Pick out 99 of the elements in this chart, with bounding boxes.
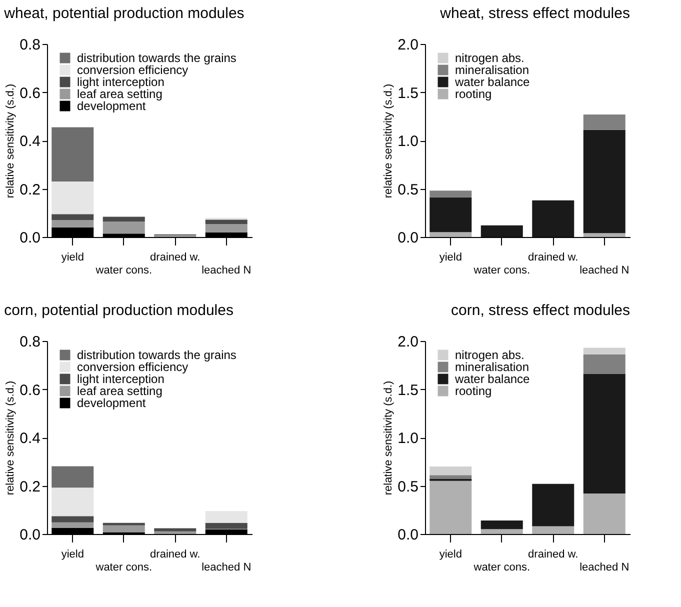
x-tick-label: drained w. bbox=[150, 252, 200, 264]
y-tick-label: 0.0 bbox=[20, 230, 40, 246]
x-tick-label: water cons. bbox=[472, 562, 530, 574]
y-tick-label: 0.4 bbox=[20, 430, 40, 447]
y-tick-label: 0.5 bbox=[398, 181, 418, 198]
y-tick-label: 0.6 bbox=[20, 382, 40, 399]
bar bbox=[102, 222, 145, 234]
legend-label: leaf area setting bbox=[77, 87, 162, 101]
legend-label: water balance bbox=[454, 75, 530, 89]
bar bbox=[532, 484, 574, 526]
chart-title: corn, potential production modules bbox=[4, 302, 234, 319]
legend-label: nitrogen abs. bbox=[455, 348, 524, 362]
legend-label: leaf area setting bbox=[77, 384, 162, 398]
bar bbox=[480, 225, 523, 237]
bar bbox=[154, 531, 196, 534]
x-tick-label: yield bbox=[61, 548, 84, 560]
bar bbox=[52, 127, 94, 182]
legend-label: distribution towards the grains bbox=[77, 51, 236, 65]
bar bbox=[583, 354, 626, 374]
y-tick-label: 1.5 bbox=[398, 84, 418, 102]
y-tick-label: 0.8 bbox=[20, 36, 40, 54]
x-tick-label: drained w. bbox=[528, 548, 578, 560]
legend-label: rooting bbox=[455, 87, 492, 101]
legend-label: light interception bbox=[77, 75, 164, 89]
y-tick-label: 0.0 bbox=[398, 526, 418, 544]
y-axis-title: relative sensitivity (s.d.) bbox=[4, 380, 17, 496]
bar bbox=[430, 466, 472, 476]
bar bbox=[52, 182, 94, 214]
legend-label: development bbox=[77, 99, 146, 113]
legend-label: water balance bbox=[454, 372, 530, 386]
bar bbox=[583, 114, 626, 130]
bar bbox=[52, 488, 94, 516]
legend-label: mineralisation bbox=[455, 63, 530, 77]
legend-label: conversion efficiency bbox=[77, 63, 188, 77]
bar bbox=[430, 475, 472, 479]
x-tick-label: water cons. bbox=[94, 562, 152, 574]
y-tick-label: 0.2 bbox=[20, 478, 40, 496]
bar bbox=[205, 220, 248, 224]
bar bbox=[430, 480, 472, 534]
bar bbox=[102, 525, 145, 532]
bar bbox=[52, 214, 94, 220]
x-tick-label: yield bbox=[439, 252, 462, 264]
y-tick-label: 2.0 bbox=[398, 36, 418, 54]
bar bbox=[52, 516, 94, 522]
bar bbox=[102, 216, 145, 222]
bar bbox=[205, 522, 248, 529]
bar bbox=[430, 232, 472, 237]
bar bbox=[52, 220, 94, 228]
bar bbox=[583, 374, 626, 494]
bar bbox=[430, 197, 472, 232]
x-tick-label: drained w. bbox=[528, 252, 578, 264]
legend-label: rooting bbox=[455, 384, 492, 398]
x-tick-label: leached N bbox=[202, 264, 252, 276]
bar bbox=[205, 511, 248, 523]
bar bbox=[102, 522, 145, 526]
y-axis-title: relative sensitivity (s.d.) bbox=[4, 84, 17, 198]
legend-label: nitrogen abs. bbox=[455, 51, 524, 65]
y-tick-label: 2.0 bbox=[398, 334, 418, 350]
bar bbox=[583, 348, 626, 355]
chart-title: wheat, stress effect modules bbox=[439, 5, 630, 22]
x-tick-label: yield bbox=[439, 548, 462, 560]
bar bbox=[532, 526, 574, 534]
y-tick-label: 0.8 bbox=[20, 334, 40, 350]
y-tick-label: 0.0 bbox=[398, 230, 418, 246]
x-tick-label: water cons. bbox=[94, 264, 152, 276]
legend-label: development bbox=[77, 396, 146, 410]
bar bbox=[154, 528, 196, 532]
x-tick-label: leached N bbox=[580, 264, 630, 276]
x-tick-label: water cons. bbox=[472, 264, 530, 276]
bar bbox=[205, 224, 248, 232]
y-tick-label: 0.0 bbox=[20, 526, 40, 544]
chart-title: corn, stress effect modules bbox=[451, 302, 630, 319]
bar bbox=[480, 529, 523, 534]
x-tick-label: yield bbox=[61, 252, 84, 264]
bar bbox=[430, 190, 472, 198]
legend-label: light interception bbox=[77, 372, 164, 386]
legend-label: conversion efficiency bbox=[77, 360, 188, 374]
bar bbox=[52, 522, 94, 528]
chart-title: wheat, potential production modules bbox=[3, 5, 244, 22]
bar bbox=[583, 493, 626, 534]
y-tick-label: 0.5 bbox=[398, 478, 418, 496]
y-axis-title: relative sensitivity (s.d.) bbox=[382, 380, 395, 496]
y-axis-title: relative sensitivity (s.d.) bbox=[382, 84, 395, 198]
bar bbox=[532, 200, 574, 237]
y-tick-label: 0.2 bbox=[20, 181, 40, 198]
y-tick-label: 1.0 bbox=[398, 430, 418, 447]
bar bbox=[583, 130, 626, 234]
legend-label: distribution towards the grains bbox=[77, 348, 236, 362]
bar bbox=[583, 233, 626, 237]
legend-label: mineralisation bbox=[455, 360, 530, 374]
y-tick-label: 1.0 bbox=[398, 133, 418, 150]
bar bbox=[52, 466, 94, 488]
y-tick-label: 1.5 bbox=[398, 382, 418, 399]
x-tick-label: leached N bbox=[580, 562, 630, 574]
x-tick-label: drained w. bbox=[150, 548, 200, 560]
x-tick-label: leached N bbox=[202, 562, 252, 574]
y-tick-label: 0.4 bbox=[20, 133, 40, 150]
y-tick-label: 0.6 bbox=[20, 84, 40, 102]
bar bbox=[480, 520, 523, 530]
